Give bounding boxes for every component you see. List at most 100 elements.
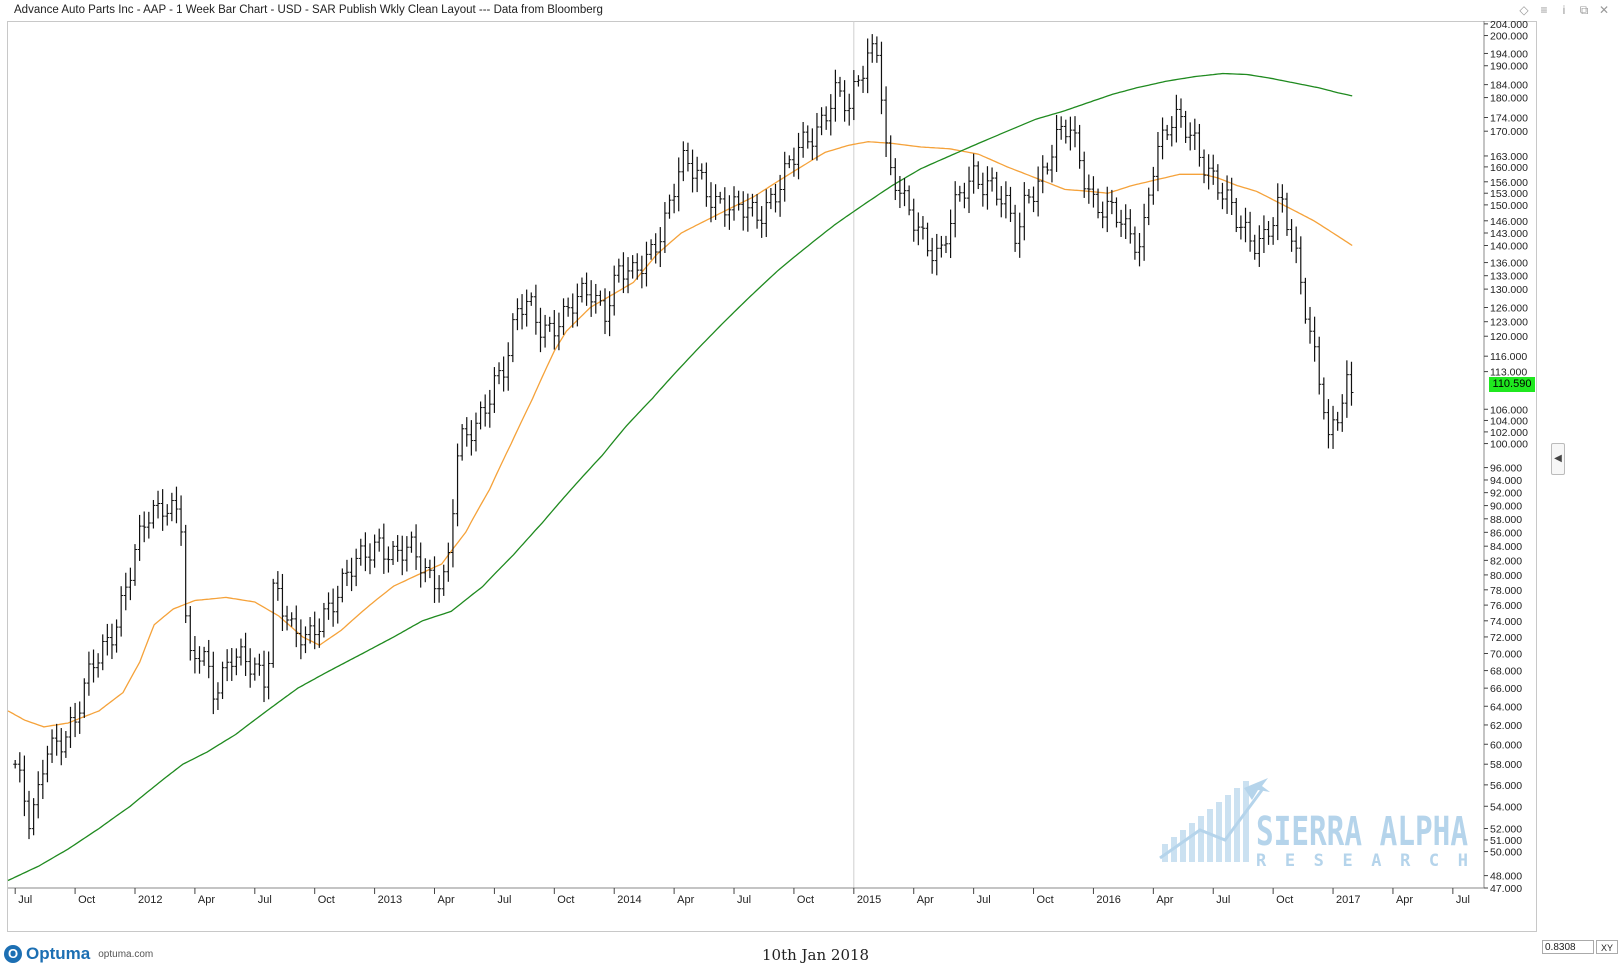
y-tick-label: 60.000: [1490, 739, 1522, 751]
price-bar: [119, 586, 124, 637]
price-bar: [953, 181, 958, 238]
price-bar: [1225, 175, 1230, 214]
xy-toggle[interactable]: XY: [1596, 940, 1618, 954]
price-bar: [1289, 219, 1294, 252]
price-bar: [501, 356, 506, 392]
price-bar: [782, 151, 787, 202]
price-bar: [1178, 98, 1183, 128]
price-bar: [819, 107, 824, 136]
watermark-bar: [1198, 816, 1204, 862]
price-bar: [1349, 361, 1354, 406]
y-tick-label: 204.000: [1490, 19, 1528, 31]
price-bar: [635, 253, 640, 280]
y-tick-label: 136.000: [1490, 258, 1528, 270]
logo-icon: O: [4, 945, 22, 963]
watermark-bar: [1216, 802, 1222, 862]
chart-date: 10th Jan 2018: [762, 946, 870, 964]
x-tick-label: 2012: [138, 894, 162, 906]
price-bar: [856, 75, 861, 87]
price-bar: [510, 313, 515, 363]
price-bar: [298, 619, 303, 660]
price-bar: [40, 759, 45, 800]
x-tick-label: Oct: [318, 894, 335, 906]
y-tick-label: 156.000: [1490, 177, 1528, 189]
price-bar: [934, 233, 939, 276]
price-bar: [349, 557, 354, 592]
price-bar: [151, 499, 156, 529]
price-bar: [768, 187, 773, 210]
price-bar: [593, 283, 598, 314]
y-tick-label: 48.000: [1490, 871, 1522, 883]
y-tick-label: 82.000: [1490, 555, 1522, 567]
price-bar: [1105, 186, 1110, 233]
price-bar: [741, 191, 746, 231]
price-bar: [1100, 201, 1105, 229]
price-bar: [833, 69, 838, 122]
price-bar: [1109, 189, 1114, 215]
price-bar: [1275, 183, 1280, 241]
price-bar: [902, 178, 907, 207]
price-bar: [547, 316, 552, 332]
x-tick-label: Apr: [438, 894, 455, 906]
price-bar: [105, 623, 110, 656]
price-bar: [552, 310, 557, 350]
diamond-icon[interactable]: ◇: [1519, 3, 1529, 17]
price-bar: [1303, 277, 1308, 324]
price-bar: [1063, 119, 1068, 144]
y-tick-label: 153.000: [1490, 188, 1528, 200]
price-bar: [96, 653, 101, 678]
price-bar: [1206, 154, 1211, 190]
price-bar: [957, 185, 962, 202]
x-tick-label: 2016: [1096, 894, 1120, 906]
price-bar: [1238, 215, 1243, 240]
x-tick-label: Oct: [557, 894, 574, 906]
price-bar: [976, 161, 981, 190]
price-bar: [842, 80, 847, 122]
price-bar: [54, 723, 59, 756]
y-tick-label: 51.000: [1490, 835, 1522, 847]
menu-icon[interactable]: ≡: [1540, 3, 1548, 17]
price-bar: [183, 524, 188, 624]
price-bar: [483, 394, 488, 427]
y-tick-label: 94.000: [1490, 475, 1522, 487]
logo-site: optuma.com: [98, 948, 154, 960]
price-bar: [1215, 164, 1220, 200]
x-tick-label: Apr: [677, 894, 694, 906]
price-bar: [644, 241, 649, 287]
chart-area[interactable]: [7, 21, 1537, 932]
price-bar: [1188, 122, 1193, 151]
price-bar: [791, 147, 796, 177]
y-tick-label: 56.000: [1490, 780, 1522, 792]
price-bar: [1261, 215, 1266, 254]
y-tick-label: 74.000: [1490, 616, 1522, 628]
price-bar: [990, 167, 995, 192]
scale-input[interactable]: 0.8308: [1542, 940, 1594, 954]
last-price-badge: 110.590: [1489, 377, 1535, 392]
price-bar: [616, 258, 621, 283]
price-bar: [773, 183, 778, 213]
price-bar: [598, 290, 603, 306]
price-bar: [1077, 124, 1082, 169]
price-bar: [566, 297, 571, 317]
price-bar: [427, 559, 432, 579]
expand-panel-icon[interactable]: ◀: [1551, 443, 1565, 475]
price-bar: [1183, 110, 1188, 143]
close-icon[interactable]: ✕: [1598, 3, 1610, 17]
watermark-bar: [1225, 795, 1231, 862]
x-tick-label: 2013: [378, 894, 402, 906]
restore-icon[interactable]: ⧉: [1579, 3, 1589, 17]
info-icon[interactable]: i: [1562, 3, 1566, 17]
x-tick-label: Apr: [917, 894, 934, 906]
price-bar: [59, 728, 64, 766]
optuma-logo: O Optuma optuma.com: [4, 944, 153, 964]
price-bar: [727, 195, 732, 230]
price-bar: [962, 182, 967, 209]
y-tick-label: 180.000: [1490, 93, 1528, 105]
price-bar: [713, 184, 718, 220]
price-bar: [1017, 212, 1022, 258]
y-tick-label: 78.000: [1490, 585, 1522, 597]
price-bar: [1049, 144, 1054, 183]
sierra-alpha-watermark: SIERRA ALPHA RESEARCH: [1159, 778, 1468, 871]
price-bar: [570, 293, 575, 328]
